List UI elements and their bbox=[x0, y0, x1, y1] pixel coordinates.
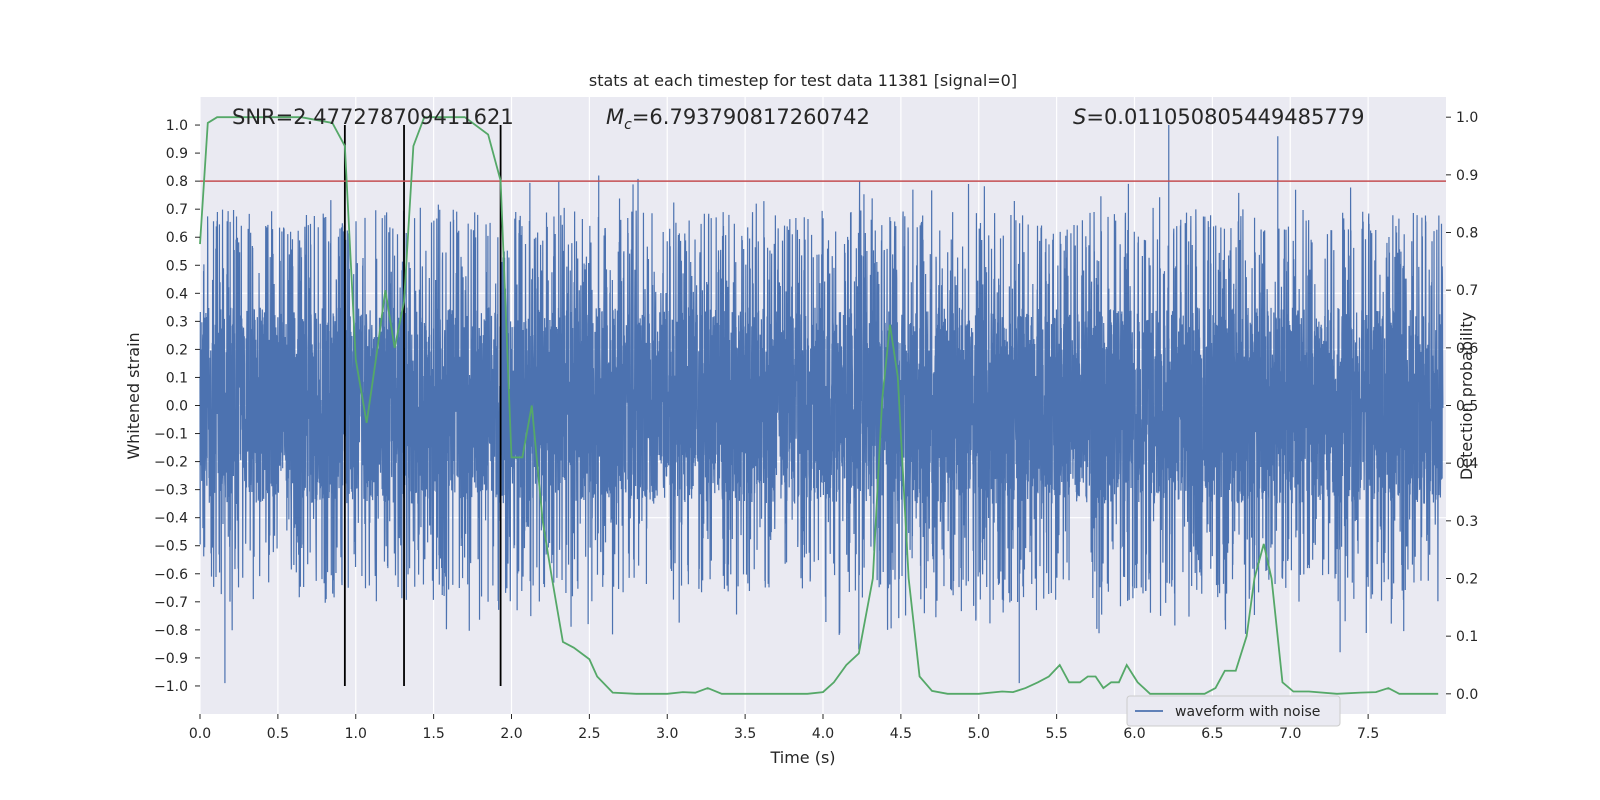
x-tick-label: 7.5 bbox=[1357, 726, 1379, 742]
x-tick-label: 0.0 bbox=[189, 726, 211, 742]
x-tick-label: 4.5 bbox=[890, 726, 912, 742]
y2-tick-label: 0.4 bbox=[1456, 456, 1478, 472]
mc-subscript: c bbox=[624, 117, 632, 133]
mc-symbol: M bbox=[606, 105, 624, 129]
s-value: =0.011050805449485779 bbox=[1086, 105, 1364, 129]
y2-tick-label: 0.2 bbox=[1456, 571, 1478, 587]
y-tick-label: −0.4 bbox=[154, 511, 188, 527]
x-tick-label: 2.5 bbox=[578, 726, 600, 742]
vertical-markers bbox=[343, 125, 502, 686]
x-tick-label: 5.0 bbox=[968, 726, 990, 742]
y-tick-label: −0.9 bbox=[154, 651, 188, 667]
y2-tick-label: 0.5 bbox=[1456, 399, 1478, 415]
y-tick-label: −0.5 bbox=[154, 539, 188, 555]
y2-axis-label: Detection probability bbox=[1457, 312, 1476, 480]
legend-label-waveform: waveform with noise bbox=[1175, 704, 1320, 720]
x-tick-label: 0.5 bbox=[267, 726, 289, 742]
y2-tick-label: 0.9 bbox=[1456, 168, 1478, 184]
x-axis-ticks: 0.0 0.5 1.0 1.5 2.0 2.5 3.0 3.5 4.0 4.5 5.0 5.5 6.0 6… bbox=[189, 714, 1379, 742]
mc-value: =6.793790817260742 bbox=[632, 105, 870, 129]
y-tick-label: 0.6 bbox=[166, 230, 188, 246]
x-axis-label: Time (s) bbox=[769, 748, 835, 767]
y2-tick-label: 0.0 bbox=[1456, 687, 1478, 703]
y2-tick-label: 0.3 bbox=[1456, 514, 1478, 530]
detection-probability-line bbox=[199, 116, 1439, 695]
y2-tick-label: 0.1 bbox=[1456, 629, 1478, 645]
y2-tick-label: 1.0 bbox=[1456, 110, 1478, 126]
x-tick-label: 6.5 bbox=[1201, 726, 1223, 742]
waveform-with-noise-line bbox=[199, 125, 1444, 684]
y2-tick-label: 0.8 bbox=[1456, 226, 1478, 242]
waveform-series bbox=[199, 125, 1444, 684]
y-tick-label: 1.0 bbox=[166, 118, 188, 134]
y-tick-label: −0.1 bbox=[154, 427, 188, 443]
mc-annotation: Mc=6.793790817260742 bbox=[606, 105, 870, 133]
y-tick-label: −0.6 bbox=[154, 567, 188, 583]
s-annotation: S=0.011050805449485779 bbox=[1073, 105, 1364, 129]
y2-tick-label: 0.6 bbox=[1456, 341, 1478, 357]
y-tick-label: 0.7 bbox=[166, 202, 188, 218]
y-tick-label: −0.7 bbox=[154, 595, 188, 611]
y-tick-label: 0.8 bbox=[166, 174, 188, 190]
y2-tick-label: 0.7 bbox=[1456, 283, 1478, 299]
x-tick-label: 6.0 bbox=[1123, 726, 1145, 742]
y-tick-label: 0.9 bbox=[166, 146, 188, 162]
y-tick-label: 0.1 bbox=[166, 370, 188, 386]
x-tick-label: 5.5 bbox=[1045, 726, 1067, 742]
y-tick-label: −0.8 bbox=[154, 623, 188, 639]
x-tick-label: 1.5 bbox=[422, 726, 444, 742]
y-tick-label: −0.2 bbox=[154, 455, 188, 471]
y-tick-label: 0.4 bbox=[166, 286, 188, 302]
y-tick-label: −0.3 bbox=[154, 483, 188, 499]
chart-title: stats at each timestep for test data 113… bbox=[589, 71, 1017, 90]
legend-box bbox=[1126, 695, 1341, 727]
y-tick-label: 0.5 bbox=[166, 258, 188, 274]
y-tick-label: 0.3 bbox=[166, 314, 188, 330]
y-tick-label: 0.2 bbox=[166, 342, 188, 358]
y-axis-label: Whitened strain bbox=[124, 332, 143, 459]
s-symbol: S bbox=[1073, 105, 1086, 129]
x-tick-label: 3.0 bbox=[656, 726, 678, 742]
x-tick-label: 7.0 bbox=[1279, 726, 1301, 742]
snr-annotation: SNR=2.477278709411621 bbox=[232, 105, 514, 129]
y-tick-label: −1.0 bbox=[154, 679, 188, 695]
x-tick-label: 4.0 bbox=[812, 726, 834, 742]
x-tick-label: 2.0 bbox=[500, 726, 522, 742]
y2-axis-ticks: 1.0 0.9 0.8 0.7 0.6 0.5 0.4 0.3 0.2 0.1 0.0 bbox=[1446, 110, 1478, 703]
x-tick-label: 1.0 bbox=[345, 726, 367, 742]
y-tick-label: 0.0 bbox=[166, 399, 188, 415]
x-tick-label: 3.5 bbox=[734, 726, 756, 742]
y-axis-ticks: 1.0 0.9 0.8 0.7 0.6 0.5 0.4 0.3 0.2 0.1 0.0 −0.1 −0.… bbox=[154, 118, 200, 695]
legend: waveform with noise bbox=[1126, 695, 1341, 727]
